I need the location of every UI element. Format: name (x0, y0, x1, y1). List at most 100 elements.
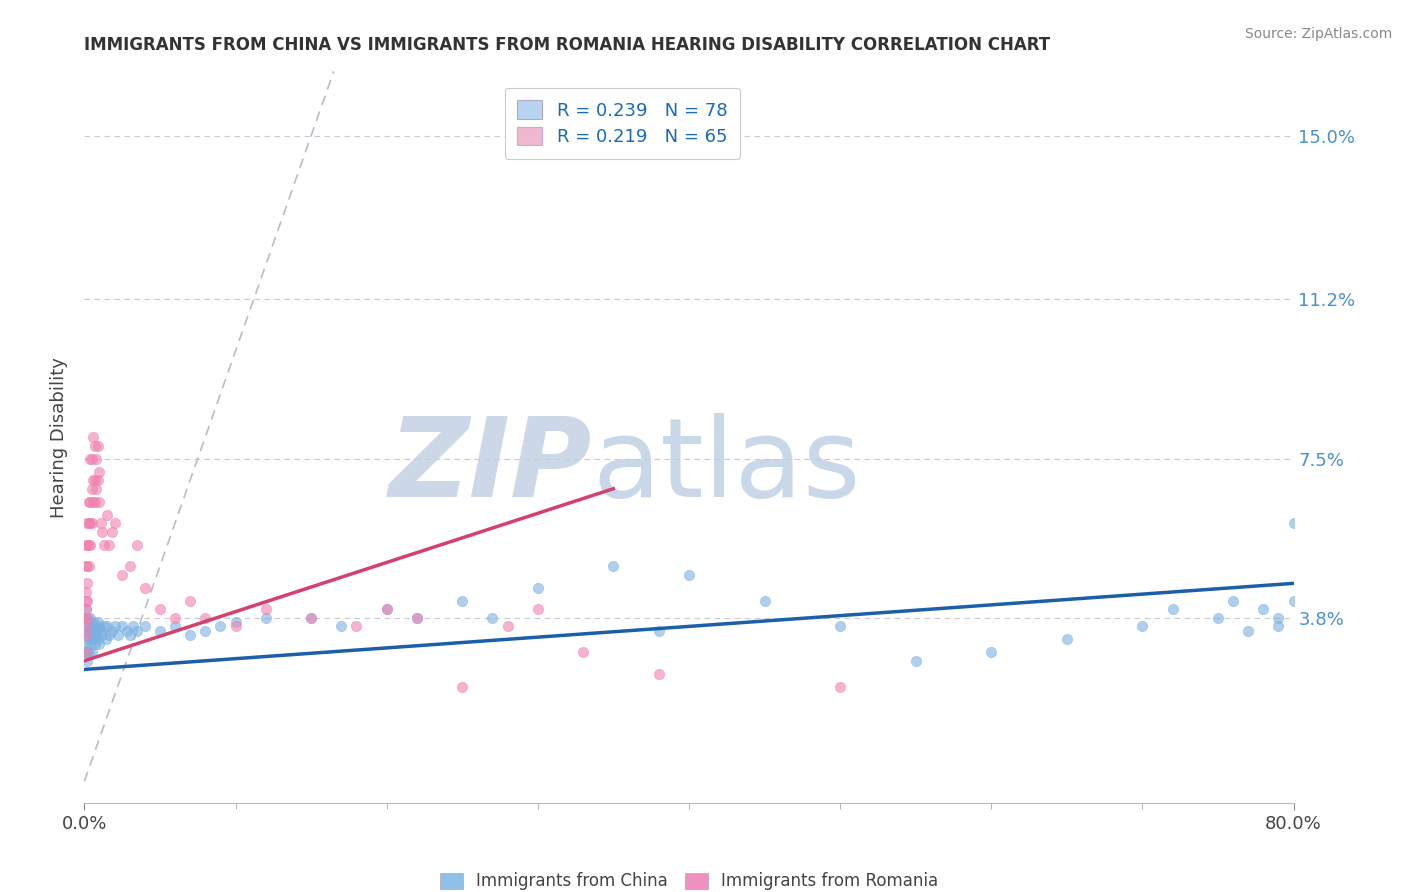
Point (572, 645, 595, 659)
Point (165, 611, 187, 625)
Point (76, 645, 98, 659)
Text: atlas: atlas (592, 413, 860, 520)
Point (82, 624, 104, 638)
Point (77, 494, 100, 508)
Point (134, 581, 156, 595)
Point (299, 611, 322, 625)
Point (481, 611, 503, 625)
Point (75, 628, 97, 642)
Point (76, 611, 98, 625)
Point (980, 645, 1002, 659)
Point (1282, 516, 1305, 530)
Point (87, 632, 110, 647)
Point (75, 619, 97, 633)
Point (76, 593, 98, 607)
Point (209, 619, 232, 633)
Point (527, 602, 550, 616)
Point (86, 628, 108, 642)
Point (94, 632, 117, 647)
Point (451, 680, 474, 694)
Point (149, 624, 172, 638)
Point (254, 602, 277, 616)
Point (96, 619, 118, 633)
Point (165, 619, 187, 633)
Point (77, 632, 100, 647)
Point (79, 516, 101, 530)
Point (80, 645, 103, 659)
Point (84, 494, 107, 508)
Point (84, 473, 107, 487)
Point (84, 619, 107, 633)
Point (75, 645, 97, 659)
Point (1237, 624, 1260, 638)
Point (86, 451, 108, 466)
Point (76, 654, 98, 668)
Point (375, 602, 398, 616)
Point (134, 619, 156, 633)
Point (904, 654, 927, 668)
Point (1130, 619, 1153, 633)
Text: Source: ZipAtlas.com: Source: ZipAtlas.com (1244, 27, 1392, 41)
Y-axis label: Hearing Disability: Hearing Disability (49, 357, 67, 517)
Point (75, 559, 97, 574)
Point (79, 619, 101, 633)
Point (104, 516, 127, 530)
Point (330, 619, 353, 633)
Point (75, 611, 97, 625)
Point (86, 482, 108, 496)
Point (299, 611, 322, 625)
Point (79, 451, 101, 466)
Point (104, 619, 127, 633)
Point (1161, 602, 1184, 616)
Point (107, 628, 129, 642)
Point (89, 465, 111, 479)
Point (118, 628, 141, 642)
Point (89, 494, 111, 508)
Point (79, 637, 101, 651)
Point (127, 538, 149, 552)
Point (97, 628, 120, 642)
Point (77, 538, 100, 552)
Point (678, 567, 700, 582)
Point (111, 619, 134, 633)
Point (149, 602, 172, 616)
Point (100, 524, 122, 539)
Point (1222, 593, 1244, 607)
Point (76, 559, 98, 574)
Point (82, 615, 104, 629)
Point (82, 473, 104, 487)
Point (754, 593, 776, 607)
Point (648, 624, 671, 638)
Point (194, 624, 217, 638)
Point (87, 439, 110, 453)
Point (1267, 611, 1289, 625)
Point (75, 538, 97, 552)
Point (1282, 593, 1305, 607)
Point (830, 680, 852, 694)
Point (84, 439, 107, 453)
Point (80, 619, 103, 633)
Point (406, 611, 429, 625)
Point (86, 624, 108, 638)
Point (90, 516, 112, 530)
Point (93, 619, 115, 633)
Point (77, 559, 100, 574)
Point (830, 619, 852, 633)
Point (527, 581, 550, 595)
Point (496, 619, 519, 633)
Point (97, 538, 120, 552)
Point (179, 593, 201, 607)
Point (75, 624, 97, 638)
Point (80, 451, 103, 466)
Point (179, 628, 201, 642)
Text: ZIP: ZIP (388, 413, 592, 520)
Point (346, 619, 368, 633)
Point (76, 576, 98, 591)
Point (80, 516, 103, 530)
Point (82, 494, 104, 508)
Point (91, 524, 114, 539)
Point (93, 538, 115, 552)
Point (127, 624, 149, 638)
Point (76, 619, 98, 633)
Point (648, 666, 671, 681)
